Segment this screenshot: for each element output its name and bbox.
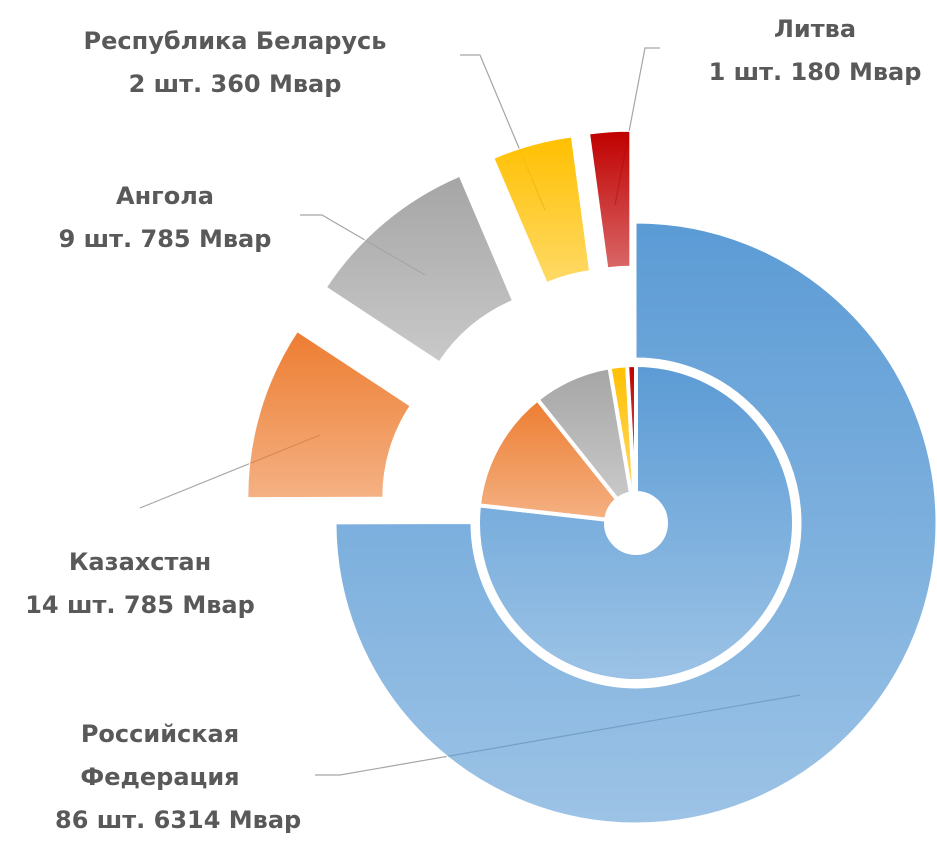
donut-slice [335,222,937,824]
donut-slice [493,136,591,284]
donut-slice [247,330,411,499]
donut-slice [476,396,621,522]
donut-slice [325,175,514,363]
data-label: Российская Федерация 86 шт. 6314 Мвар [55,713,302,842]
donut-slice [589,130,631,269]
category-name: Казахстан [68,548,212,576]
donut-slice [476,362,796,683]
category-name: Российская Федерация [80,720,240,791]
category-name: Литва [773,15,857,43]
value-label: 86 шт. 6314 Мвар [55,806,302,834]
category-name: Ангола [116,182,214,210]
data-label: Ангола 9 шт. 785 Мвар [5,175,325,261]
value-label: 9 шт. 785 Мвар [58,225,272,253]
value-label: 1 шт. 180 Мвар [708,58,922,86]
value-label: 14 шт. 785 Мвар [25,591,255,619]
data-label: Республика Беларусь 2 шт. 360 Мвар [25,20,445,106]
donut-slice [625,362,638,496]
data-label: Казахстан 14 шт. 785 Мвар [0,541,300,627]
data-label: Литва 1 шт. 180 Мвар [655,8,937,94]
value-label: 2 шт. 360 Мвар [128,70,342,98]
category-name: Республика Беларусь [83,27,387,55]
